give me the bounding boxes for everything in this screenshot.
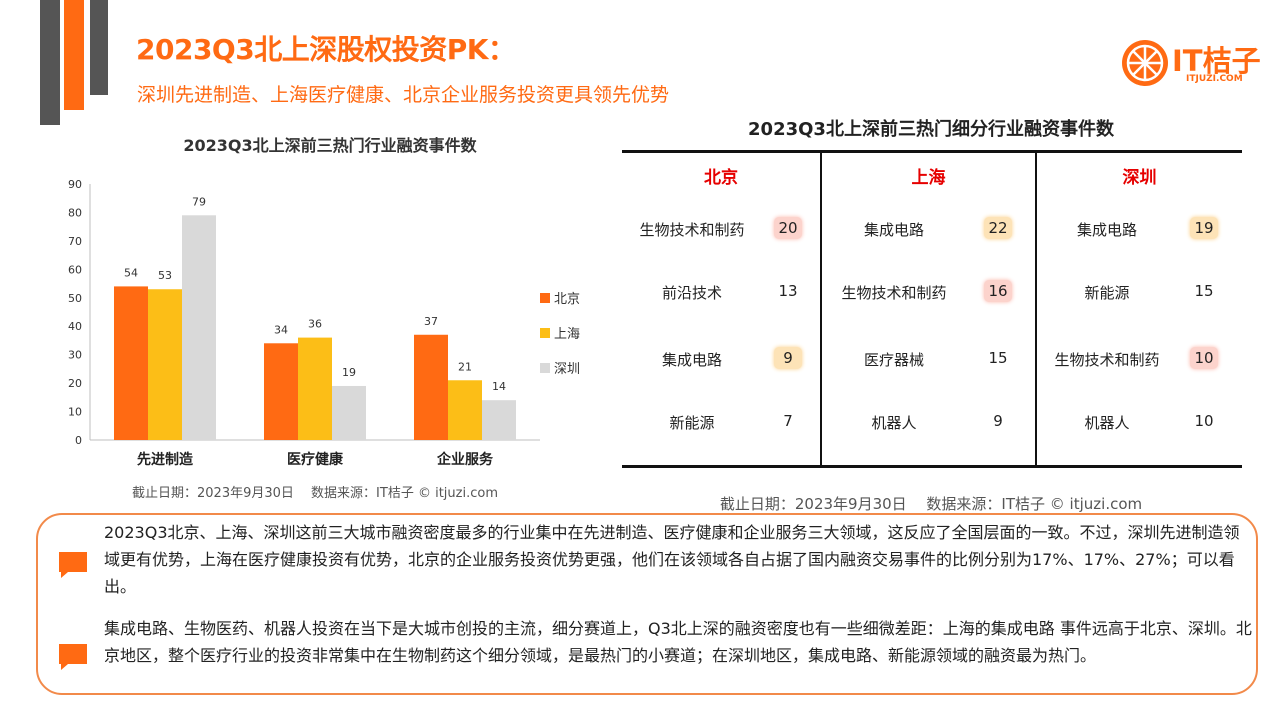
- table-row: 医疗器械 15: [822, 343, 1035, 373]
- sector-name: 新能源: [669, 414, 715, 432]
- bar-深圳: [182, 215, 216, 440]
- table-row: 集成电路 9: [622, 343, 820, 373]
- sector-name: 医疗器械: [863, 351, 924, 369]
- table-column-2: 深圳集成电路 19 新能源 15 生物技术和制药 10 机器人 10: [1035, 153, 1242, 465]
- legend-swatch: [540, 293, 550, 303]
- bar-深圳: [332, 385, 366, 440]
- sector-name: 新能源: [1084, 284, 1130, 302]
- legend-label: 深圳: [554, 362, 580, 377]
- comment-icon: [59, 644, 87, 670]
- table-column-0: 北京生物技术和制药 20 前沿技术 13 集成电路 9 新能源 7: [622, 153, 820, 465]
- table-source: 截止日期：2023年9月30日 数据来源：IT桔子 © itjuzi.com: [719, 495, 1143, 513]
- table-row: 集成电路 22: [822, 213, 1035, 243]
- legend-label: 北京: [554, 292, 580, 307]
- data-label: 14: [492, 380, 506, 393]
- table-row: 机器人 10: [1037, 406, 1242, 436]
- sector-name: 机器人: [1084, 414, 1130, 432]
- event-count: 19: [1190, 217, 1218, 239]
- legend-swatch: [540, 363, 550, 373]
- bar-chart-title: 2023Q3北上深前三热门行业融资事件数: [183, 136, 477, 155]
- y-tick-label: 50: [68, 292, 82, 305]
- page-subtitle: 深圳先进制造、上海医疗健康、北京企业服务投资更具领先优势: [137, 84, 670, 106]
- column-header-city: 上海: [911, 168, 946, 188]
- table-row: 前沿技术 13: [622, 276, 820, 306]
- table-title: 2023Q3北上深前三热门细分行业融资事件数: [748, 119, 1114, 140]
- summary-paragraph-2: 集成电路、生物医药、机器人投资在当下是大城市创投的主流，细分赛道上，Q3北上深的…: [104, 619, 1252, 665]
- decor-bar-orange: [64, 0, 84, 110]
- column-header-city: 北京: [704, 168, 738, 188]
- bar-上海: [148, 289, 182, 440]
- bar-北京: [114, 286, 148, 440]
- sector-name: 集成电路: [863, 221, 924, 239]
- ranking-table: 北京生物技术和制药 20 前沿技术 13 集成电路 9 新能源 7 上海集成电路 22 生物技术和制…: [622, 150, 1242, 468]
- sector-name: 生物技术和制药: [639, 221, 745, 239]
- y-tick-label: 70: [68, 235, 82, 248]
- bar-北京: [414, 334, 448, 440]
- x-tick-label: 医疗健康: [287, 451, 344, 468]
- y-tick-label: 90: [68, 178, 82, 191]
- y-tick-label: 30: [68, 349, 82, 362]
- logo-subtext: ITJUZI.COM: [1186, 74, 1243, 84]
- table-row: 新能源 15: [1037, 276, 1242, 306]
- y-tick-label: 60: [68, 263, 82, 276]
- event-count: 15: [988, 349, 1008, 367]
- event-count: 13: [778, 282, 798, 300]
- event-count: 9: [993, 412, 1003, 430]
- data-label: 54: [124, 266, 138, 279]
- sector-name: 生物技术和制药: [841, 284, 947, 302]
- event-count: 7: [783, 412, 793, 430]
- data-label: 34: [274, 323, 288, 336]
- data-label: 19: [342, 366, 356, 379]
- logo-text: IT桔子: [1172, 44, 1261, 78]
- event-count: 10: [1194, 412, 1214, 430]
- data-label: 21: [458, 360, 472, 373]
- y-tick-label: 80: [68, 206, 82, 219]
- sector-name: 生物技术和制药: [1054, 351, 1160, 369]
- x-tick-label: 企业服务: [436, 451, 494, 468]
- comment-icon: [59, 552, 87, 578]
- data-label: 37: [424, 315, 438, 328]
- table-row: 机器人 9: [822, 406, 1035, 436]
- decor-bar-gray-1: [40, 0, 60, 125]
- event-count: 16: [984, 280, 1012, 302]
- sector-name: 集成电路: [661, 351, 722, 369]
- summary-paragraph-1: 2023Q3北京、上海、深圳这前三大城市融资密度最多的行业集中在先进制造、医疗健…: [104, 523, 1240, 596]
- y-tick-label: 20: [68, 377, 82, 390]
- table-row: 新能源 7: [622, 406, 820, 436]
- bar-chart: 0 10 20 30 40 50 60 70 80 90 54 53 79 先进制造 34 36 19 医疗健康 3…: [68, 178, 580, 468]
- page-title: 2023Q3北上深股权投资PK：: [136, 33, 516, 66]
- event-count: 20: [774, 217, 802, 239]
- data-label: 79: [192, 195, 206, 208]
- table-row: 生物技术和制药 20: [622, 213, 820, 243]
- event-count: 10: [1190, 347, 1218, 369]
- event-count: 22: [984, 217, 1012, 239]
- bar-深圳: [482, 400, 516, 440]
- bar-上海: [448, 380, 482, 440]
- sector-name: 前沿技术: [661, 284, 722, 302]
- data-label: 53: [158, 269, 172, 282]
- brand-logo: IT桔子 ITJUZI.COM: [1120, 36, 1265, 90]
- event-count: 9: [774, 347, 802, 369]
- y-tick-label: 10: [68, 406, 82, 419]
- table-row: 生物技术和制药 10: [1037, 343, 1242, 373]
- table-column-1: 上海集成电路 22 生物技术和制药 16 医疗器械 15 机器人 9: [820, 153, 1035, 465]
- bar-chart-source: 截止日期：2023年9月30日 数据来源：IT桔子 © itjuzi.com: [132, 486, 498, 501]
- table-row: 生物技术和制药 16: [822, 276, 1035, 306]
- summary-box: 2023Q3北京、上海、深圳这前三大城市融资密度最多的行业集中在先进制造、医疗健…: [36, 513, 1258, 695]
- legend-label: 上海: [554, 327, 580, 342]
- decor-bar-gray-2: [90, 0, 108, 95]
- orange-slice-icon: [1122, 40, 1168, 86]
- bar-北京: [264, 343, 298, 440]
- sector-name: 机器人: [871, 414, 917, 432]
- event-count: 15: [1194, 282, 1214, 300]
- sector-name: 集成电路: [1076, 221, 1137, 239]
- legend-swatch: [540, 328, 550, 338]
- column-header-city: 深圳: [1122, 168, 1157, 188]
- data-label: 36: [308, 318, 322, 331]
- x-tick-label: 先进制造: [137, 451, 193, 468]
- y-tick-label: 0: [75, 434, 82, 447]
- bar-上海: [298, 337, 332, 440]
- table-row: 集成电路 19: [1037, 213, 1242, 243]
- y-tick-label: 40: [68, 320, 82, 333]
